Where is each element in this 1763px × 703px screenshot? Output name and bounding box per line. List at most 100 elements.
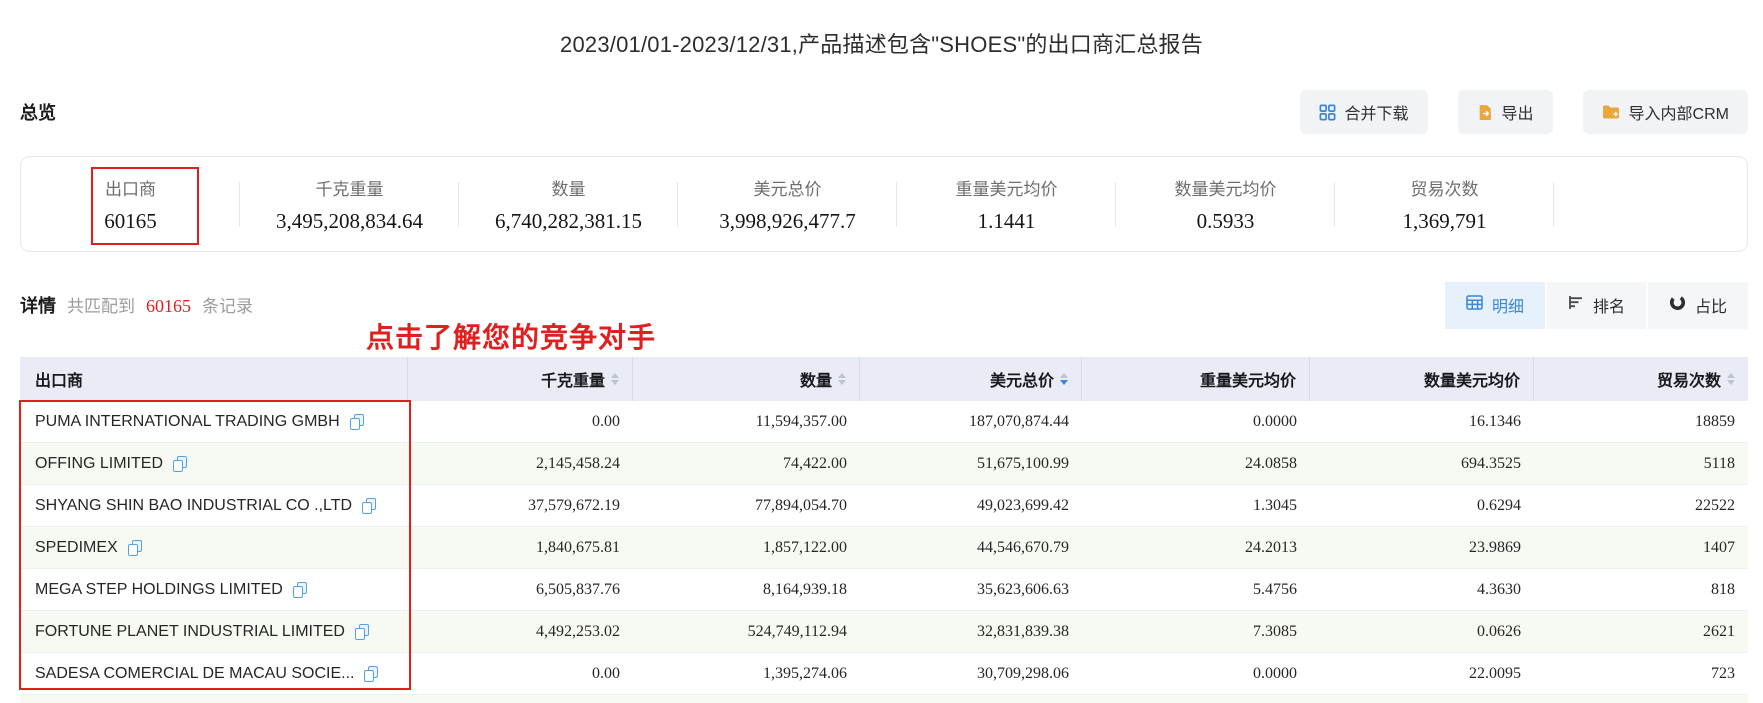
column-header-trade-count[interactable]: 贸易次数 [1534, 357, 1748, 401]
quantity-cell: 11,594,357.00 [755, 412, 847, 430]
stat-value: 1,369,791 [1402, 208, 1487, 233]
button-label: 导入内部CRM [1628, 106, 1729, 123]
usd-per-quantity-cell: 16.1346 [1469, 412, 1521, 430]
trade-count-cell: 818 [1711, 580, 1735, 598]
exporter-name[interactable]: SPEDIMEX [35, 538, 118, 556]
stat-quantity: 数量 6,740,282,381.15 [459, 157, 678, 251]
exporter-name[interactable]: PUMA INTERNATIONAL TRADING GMBH [35, 412, 340, 430]
column-label: 重量美元均价 [1199, 373, 1296, 390]
usd-per-weight-cell: 24.0858 [1245, 454, 1297, 472]
kg-weight-cell: 4,492,253.02 [536, 622, 620, 640]
match-count: 60165 [146, 296, 191, 316]
copy-icon[interactable] [173, 455, 187, 472]
pie-icon [1669, 294, 1686, 316]
usd-per-weight-cell: 0.0000 [1253, 664, 1297, 682]
toolbar-buttons: 合并下载 导出 导入内部CRM [1299, 90, 1748, 134]
copy-icon[interactable] [349, 413, 364, 430]
table-row: FORTUNE PLANET INDUSTRIAL LIMITED 4,492,… [20, 611, 1748, 653]
exporter-name[interactable]: SADESA COMERCIAL DE MACAU SOCIE... [35, 664, 355, 682]
exporter-cell[interactable]: SHYANG SHIN BAO INDUSTRIAL CO .,LTD [20, 485, 408, 526]
exporter-name[interactable]: SHYANG SHIN BAO INDUSTRIAL CO .,LTD [35, 496, 353, 514]
column-header-kg-weight[interactable]: 千克重量 [408, 357, 633, 401]
copy-icon[interactable] [292, 581, 307, 598]
column-header-quantity[interactable]: 数量 [633, 357, 860, 401]
tab-label: 排名 [1592, 299, 1625, 316]
kg-weight-cell: 2,145,458.24 [536, 454, 620, 472]
table-icon [1466, 295, 1483, 315]
usd-total-cell: 51,675,100.99 [977, 454, 1069, 472]
kg-weight-cell: 0.00 [592, 664, 620, 682]
exporter-name[interactable]: FORTUNE PLANET INDUSTRIAL LIMITED [35, 622, 345, 640]
copy-icon[interactable] [364, 665, 379, 682]
column-label: 贸易次数 [1656, 373, 1721, 390]
import-crm-icon [1602, 104, 1620, 120]
usd-total-cell: 49,023,699.42 [977, 496, 1069, 514]
usd-per-weight-cell: 7.3085 [1253, 622, 1297, 640]
stat-label: 重量美元均价 [955, 179, 1058, 199]
usd-total-cell: 187,070,874.44 [969, 412, 1069, 430]
kg-weight-cell: 0.00 [592, 412, 620, 430]
quantity-cell: 77,894,054.70 [755, 496, 847, 514]
stat-label: 千克重量 [315, 179, 384, 199]
page-title: 2023/01/01-2023/12/31,产品描述包含"SHOES"的出口商汇… [560, 32, 1203, 57]
stat-label: 数量美元均价 [1174, 179, 1277, 199]
stat-value: 1.1441 [977, 208, 1036, 233]
exporter-cell[interactable]: PUMA INTERNATIONAL TRADING GMBH [20, 401, 408, 442]
copy-icon[interactable] [127, 539, 142, 556]
table-row: SPEDIMEX 1,840,675.81 1,857,122.00 44,54… [20, 527, 1748, 569]
stat-exporters: 出口商 60165 [21, 157, 240, 251]
copy-icon[interactable] [354, 623, 369, 640]
table-row: PUMA INTERNATIONAL TRADING GMBH 0.00 11,… [20, 401, 1748, 443]
usd-per-weight-cell: 24.2013 [1245, 538, 1297, 556]
usd-per-quantity-cell: 0.6294 [1477, 496, 1521, 514]
merge-download-button[interactable]: 合并下载 [1299, 90, 1428, 134]
table-row: SHYANG SHIN BAO INDUSTRIAL CO .,LTD 37,5… [20, 485, 1748, 527]
export-icon [1477, 104, 1493, 121]
exporter-cell[interactable]: MEGA STEP HOLDINGS LIMITED [20, 569, 408, 610]
stat-usd-total: 美元总价 3,998,926,477.7 [678, 157, 897, 251]
quantity-cell: 8,164,939.18 [763, 580, 847, 598]
table-row: OFFING LIMITED 2,145,458.24 74,422.00 51… [20, 443, 1748, 485]
summary-stats-card: 出口商 60165 千克重量 3,495,208,834.64 数量 6,740… [20, 156, 1748, 252]
exporter-name[interactable]: MEGA STEP HOLDINGS LIMITED [35, 580, 283, 598]
column-header-usd-total[interactable]: 美元总价 [860, 357, 1082, 401]
trade-count-cell: 1407 [1703, 538, 1735, 556]
usd-per-weight-cell: 1.3045 [1253, 496, 1297, 514]
tab-ranking[interactable]: 排名 [1546, 281, 1646, 329]
copy-icon[interactable] [362, 497, 377, 514]
trade-count-cell: 22522 [1695, 496, 1735, 514]
kg-weight-cell: 1,840,675.81 [536, 538, 620, 556]
exporter-cell[interactable]: OFFING LIMITED [20, 443, 408, 484]
column-label: 数量 [799, 373, 832, 390]
usd-total-cell: 32,831,839.38 [977, 622, 1069, 640]
exporters-table: 出口商 千克重量 数量 美元总价 重量美元均价 数量美元均价 贸易次数 [19, 357, 1748, 703]
stat-label: 出口商 [105, 179, 156, 199]
button-label: 合并下载 [1344, 106, 1409, 123]
trade-count-cell: 5118 [1703, 454, 1735, 472]
tab-detail[interactable]: 明细 [1444, 281, 1545, 329]
sort-icon-active-desc [1060, 373, 1068, 385]
stat-label: 数量 [551, 179, 586, 199]
kg-weight-cell: 37,579,672.19 [528, 496, 620, 514]
exporter-cell[interactable]: SPEDIMEX [20, 527, 408, 568]
exporter-cell[interactable]: SADESA COMERCIAL DE MACAU SOCIE... [20, 653, 408, 694]
export-button[interactable]: 导出 [1457, 90, 1553, 134]
usd-per-quantity-cell: 22.0095 [1469, 664, 1521, 682]
exporter-cell[interactable]: FORTUNE PLANET INDUSTRIAL LIMITED [20, 611, 408, 652]
quantity-cell: 524,749,112.94 [747, 622, 847, 640]
exporter-name[interactable]: OFFING LIMITED [35, 454, 163, 472]
stat-label: 美元总价 [753, 179, 822, 199]
import-crm-button[interactable]: 导入内部CRM [1582, 90, 1748, 134]
stat-value: 3,998,926,477.7 [719, 208, 856, 233]
tab-share[interactable]: 占比 [1647, 281, 1748, 329]
tab-label: 明细 [1491, 299, 1524, 316]
detail-heading: 详情 [20, 296, 56, 316]
column-label: 美元总价 [989, 373, 1054, 390]
trade-count-cell: 723 [1711, 664, 1735, 682]
trade-count-cell: 2621 [1703, 622, 1735, 640]
usd-total-cell: 35,623,606.63 [977, 580, 1069, 598]
stat-value: 3,495,208,834.64 [276, 208, 423, 233]
quantity-cell: 1,857,122.00 [763, 538, 847, 556]
detail-toolbar: 详情 共匹配到 60165 条记录 明细 排名 占比 [20, 281, 1748, 329]
